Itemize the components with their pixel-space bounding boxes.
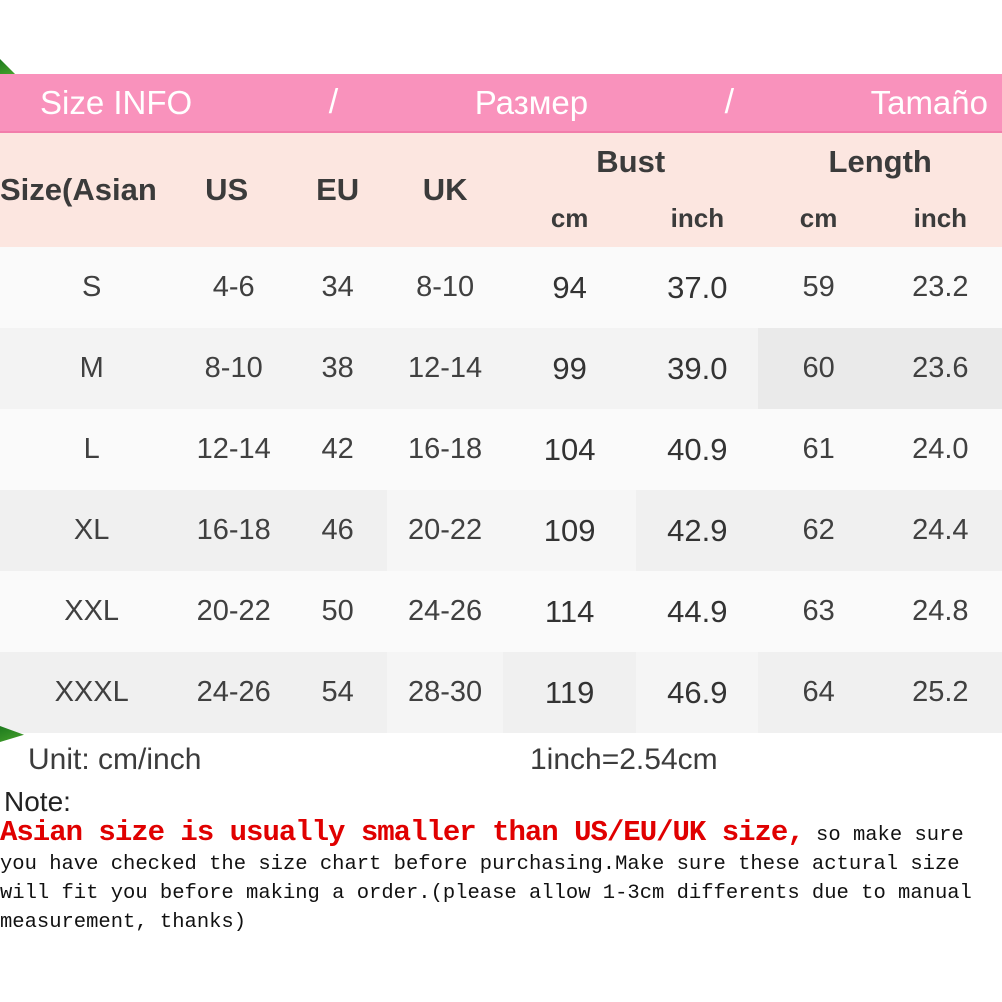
table-row-xxxl: XXXL 24-26 54 28-30 119 46.9 64 25.2 <box>0 652 1002 733</box>
length-inch-cell: 25.2 <box>878 652 1002 733</box>
eu-cell: 34 <box>288 247 388 328</box>
us-cell: 24-26 <box>165 652 289 733</box>
banner-title-english: Size INFO <box>40 83 193 121</box>
us-cell: 8-10 <box>165 328 289 409</box>
header-length-cm: cm <box>799 203 838 233</box>
table-row-s: S 4-6 34 8-10 94 37.0 59 23.2 <box>0 247 1002 328</box>
eu-cell: 54 <box>288 652 388 733</box>
length-cm-cell: 60 <box>758 328 879 409</box>
header-eu: EU <box>316 172 360 207</box>
length-cm-cell: 59 <box>758 247 879 328</box>
length-inch-cell: 24.0 <box>878 409 1002 490</box>
note-label: Note: <box>4 786 71 817</box>
length-inch-cell: 23.6 <box>878 328 1002 409</box>
uk-cell: 20-22 <box>387 490 503 571</box>
us-cell: 16-18 <box>165 490 289 571</box>
note-warning-red-text: Asian size is usually smaller than US/EU… <box>0 818 805 849</box>
uk-cell: 8-10 <box>387 247 503 328</box>
header-bust-cm: cm <box>550 203 589 233</box>
table-header: Size(Asian US EU UK Bust Length cm inch … <box>0 133 1002 247</box>
banner-title-spanish: Tamaño <box>870 83 988 121</box>
bust-cm-cell: 99 <box>502 328 637 409</box>
size-info-banner: Size INFO / Размер / Tamaño <box>0 74 1002 133</box>
banner-title-russian: Размер <box>474 83 589 121</box>
table-row-xl: XL 16-18 46 20-22 109 42.9 62 24.4 <box>0 490 1002 571</box>
size-cell: XXXL <box>0 652 166 733</box>
length-inch-cell: 24.4 <box>878 490 1002 571</box>
table-row-m: M 8-10 38 12-14 99 39.0 60 23.6 <box>0 328 1002 409</box>
header-length-inch: inch <box>913 203 968 233</box>
table-row-l: L 12-14 42 16-18 104 40.9 61 24.0 <box>0 409 1002 490</box>
note-paragraph: Asian size is usually smaller than US/EU… <box>0 818 1002 932</box>
us-cell: 12-14 <box>165 409 289 490</box>
uk-cell: 16-18 <box>387 409 503 490</box>
length-cm-cell: 64 <box>758 652 879 733</box>
unit-row: Unit: cm/inch 1inch=2.54cm <box>0 737 1002 785</box>
eu-cell: 46 <box>288 490 388 571</box>
bust-inch-cell: 40.9 <box>636 409 759 490</box>
eu-cell: 42 <box>288 409 388 490</box>
length-cm-cell: 63 <box>758 571 879 652</box>
size-cell: L <box>0 409 166 490</box>
banner-separator-icon: / <box>724 83 735 121</box>
us-cell: 20-22 <box>165 571 289 652</box>
size-cell: S <box>0 247 166 328</box>
inch-conversion-label: 1inch=2.54cm <box>530 743 718 776</box>
header-us: US <box>205 172 249 207</box>
corner-ribbon-top-icon <box>0 59 15 74</box>
length-inch-cell: 24.8 <box>878 571 1002 652</box>
size-chart-table: Size(Asian US EU UK Bust Length cm inch … <box>0 133 1002 733</box>
size-cell: XXL <box>0 571 166 652</box>
bust-cm-cell: 109 <box>502 490 637 571</box>
length-inch-cell: 23.2 <box>878 247 1002 328</box>
bust-inch-cell: 37.0 <box>636 247 759 328</box>
bust-cm-cell: 94 <box>502 247 637 328</box>
bust-inch-cell: 44.9 <box>636 571 759 652</box>
bust-inch-cell: 39.0 <box>636 328 759 409</box>
header-length: Length <box>828 143 932 179</box>
uk-cell: 12-14 <box>387 328 503 409</box>
us-cell: 4-6 <box>165 247 289 328</box>
eu-cell: 38 <box>288 328 388 409</box>
bust-inch-cell: 42.9 <box>636 490 759 571</box>
length-cm-cell: 61 <box>758 409 879 490</box>
bust-inch-cell: 46.9 <box>636 652 759 733</box>
uk-cell: 28-30 <box>387 652 503 733</box>
bust-cm-cell: 114 <box>502 571 637 652</box>
eu-cell: 50 <box>288 571 388 652</box>
bust-cm-cell: 119 <box>502 652 637 733</box>
size-cell: M <box>0 328 166 409</box>
uk-cell: 24-26 <box>387 571 503 652</box>
length-cm-cell: 62 <box>758 490 879 571</box>
header-bust: Bust <box>596 143 666 179</box>
unit-label: Unit: cm/inch <box>28 743 202 776</box>
bust-cm-cell: 104 <box>502 409 637 490</box>
header-size-asian: Size(Asian <box>0 172 157 207</box>
note-body-text: so make sure you have checked the size c… <box>0 824 972 932</box>
table-row-xxl: XXL 20-22 50 24-26 114 44.9 63 24.8 <box>0 571 1002 652</box>
header-uk: UK <box>422 172 468 207</box>
header-bust-inch: inch <box>670 203 725 233</box>
size-cell: XL <box>0 490 166 571</box>
banner-separator-icon: / <box>328 83 339 121</box>
